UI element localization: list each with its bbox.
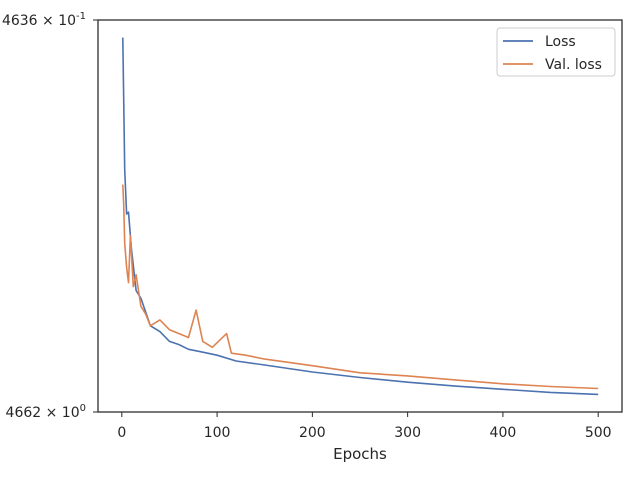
x-tick-label: 0	[117, 425, 126, 441]
x-axis: 0 100 200 300 400 500	[117, 412, 612, 441]
y-tick-label: 4662 × 100	[6, 403, 86, 421]
x-tick-label: 400	[490, 425, 517, 441]
plot-frame	[97, 19, 623, 413]
x-tick-label: 200	[299, 425, 326, 441]
y-axis: 4636 × 10-1 4662 × 100	[2, 11, 98, 421]
legend-label: Val. loss	[545, 57, 602, 73]
y-tick-label: 4636 × 10-1	[2, 11, 86, 29]
legend-label: Loss	[545, 34, 576, 50]
legend: Loss Val. loss	[496, 27, 616, 77]
x-tick-label: 500	[585, 425, 612, 441]
x-tick-label: 300	[394, 425, 421, 441]
series-layer	[122, 37, 599, 396]
x-axis-label: Epochs	[333, 445, 387, 463]
series-line-val-loss	[122, 184, 599, 390]
plot-area	[97, 19, 623, 413]
x-tick-label: 100	[204, 425, 231, 441]
